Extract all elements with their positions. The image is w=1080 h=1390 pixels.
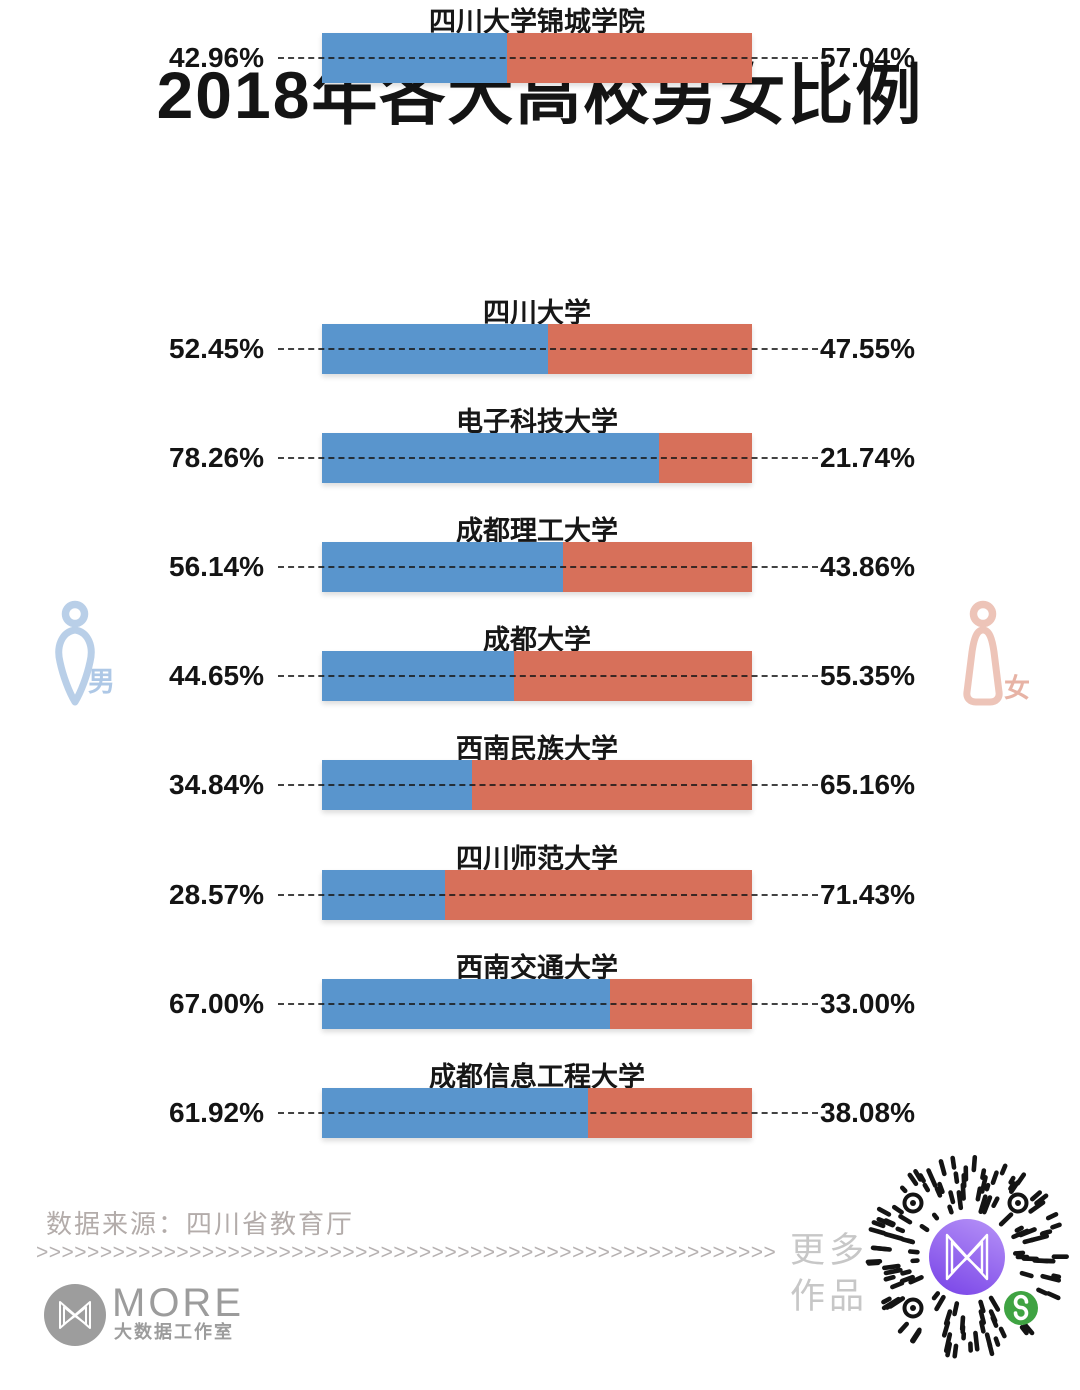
- chevron-divider: >>>>>>>>>>>>>>>>>>>>>>>>>>>>>>>>>>>>>>>>…: [36, 1241, 777, 1264]
- chart-row: 四川师范大学 28.57% 71.43%: [0, 837, 1080, 946]
- university-name: 四川大学: [483, 298, 591, 328]
- university-name: 四川师范大学: [456, 844, 618, 874]
- university-name: 四川大学锦城学院: [429, 7, 645, 37]
- male-percent-label: 28.57%: [169, 879, 264, 910]
- male-person-icon: [55, 600, 95, 706]
- dashed-guide-line: [278, 1112, 818, 1114]
- male-percent-label: 34.84%: [169, 769, 264, 800]
- data-source-text: 数据来源：四川省教育厅: [46, 1210, 355, 1239]
- dashed-guide-line: [278, 57, 818, 59]
- chart-row: 成都信息工程大学 61.92% 38.08%: [0, 1055, 1080, 1164]
- more-works-line1: 更多: [790, 1231, 869, 1270]
- more-studio-logo-icon: [44, 1284, 106, 1346]
- female-percent-label: 21.74%: [820, 442, 915, 473]
- male-percent-label: 67.00%: [169, 988, 264, 1019]
- male-percent-label: 61.92%: [169, 1097, 264, 1128]
- chart-row: 成都大学 44.65% 55.35%: [0, 618, 1080, 727]
- chart-row: 成都理工大学 56.14% 43.86%: [0, 509, 1080, 618]
- dashed-guide-line: [278, 457, 818, 459]
- male-percent-label: 52.45%: [169, 333, 264, 364]
- female-percent-label: 47.55%: [820, 333, 915, 364]
- university-name: 成都信息工程大学: [429, 1062, 645, 1092]
- more-works-label: 更多 作品: [790, 1228, 868, 1320]
- chart-row: 四川大学锦城学院 42.96% 57.04%: [0, 0, 1080, 109]
- chart-row: 四川大学 52.45% 47.55%: [0, 291, 1080, 400]
- male-percent-label: 44.65%: [169, 660, 264, 691]
- female-percent-label: 33.00%: [820, 988, 915, 1019]
- miniprogram-qr-code: [865, 1155, 1069, 1359]
- chart-row: 西南民族大学 34.84% 65.16%: [0, 727, 1080, 836]
- female-percent-label: 57.04%: [820, 42, 915, 73]
- female-percent-label: 55.35%: [820, 660, 915, 691]
- university-name: 电子科技大学: [456, 407, 618, 437]
- more-works-line2: 作品: [790, 1277, 869, 1316]
- qr-center-logo: [929, 1219, 1005, 1295]
- university-name: 西南交通大学: [456, 953, 618, 983]
- chart-row: 电子科技大学 78.26% 21.74%: [0, 400, 1080, 509]
- female-percent-label: 65.16%: [820, 769, 915, 800]
- chart-row: 西南交通大学 67.00% 33.00%: [0, 946, 1080, 1055]
- wechat-miniprogram-icon: [1004, 1291, 1038, 1325]
- studio-name-text: 大数据工作室: [114, 1322, 234, 1342]
- qr-eye-top-left: [902, 1192, 924, 1214]
- qr-dash-field: [865, 1155, 1069, 1359]
- dashed-guide-line: [278, 1003, 818, 1005]
- university-name: 成都理工大学: [456, 516, 618, 546]
- male-legend-label: 男: [88, 667, 115, 697]
- qr-eye-bottom-left: [902, 1297, 924, 1319]
- male-percent-label: 78.26%: [169, 442, 264, 473]
- dashed-guide-line: [278, 784, 818, 786]
- university-name: 成都大学: [483, 625, 591, 655]
- male-percent-label: 56.14%: [169, 551, 264, 582]
- female-percent-label: 38.08%: [820, 1097, 915, 1128]
- female-person-icon: [963, 600, 1003, 706]
- more-logo-text: MORE: [112, 1281, 244, 1325]
- dashed-guide-line: [278, 566, 818, 568]
- male-percent-label: 42.96%: [169, 42, 264, 73]
- qr-eye-top-right: [1007, 1192, 1029, 1214]
- female-percent-label: 71.43%: [820, 879, 915, 910]
- university-name: 西南民族大学: [456, 734, 618, 764]
- female-legend-label: 女: [1004, 673, 1031, 703]
- dashed-guide-line: [278, 894, 818, 896]
- dashed-guide-line: [278, 675, 818, 677]
- dashed-guide-line: [278, 348, 818, 350]
- female-percent-label: 43.86%: [820, 551, 915, 582]
